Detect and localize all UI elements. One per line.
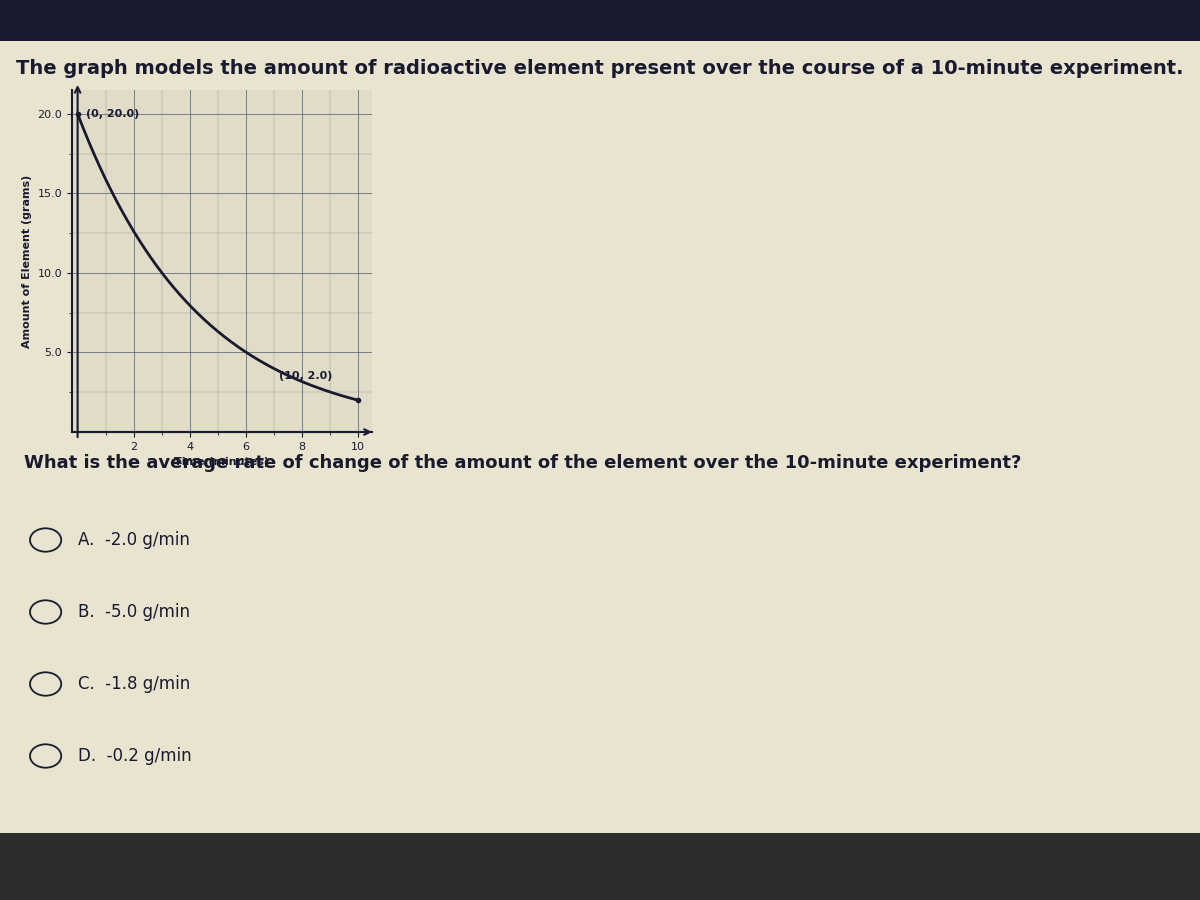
Text: What is the average rate of change of the amount of the element over the 10-minu: What is the average rate of change of th… xyxy=(24,454,1021,472)
Text: C.  -1.8 g/min: C. -1.8 g/min xyxy=(78,675,191,693)
Text: (0, 20.0): (0, 20.0) xyxy=(86,109,139,119)
Text: B.  -5.0 g/min: B. -5.0 g/min xyxy=(78,603,190,621)
Text: The graph models the amount of radioactive element present over the course of a : The graph models the amount of radioacti… xyxy=(17,58,1183,77)
X-axis label: Time (minutes): Time (minutes) xyxy=(174,457,270,467)
Text: (10, 2.0): (10, 2.0) xyxy=(280,371,332,381)
Y-axis label: Amount of Element (grams): Amount of Element (grams) xyxy=(22,175,32,347)
Text: D.  -0.2 g/min: D. -0.2 g/min xyxy=(78,747,192,765)
Text: A.  -2.0 g/min: A. -2.0 g/min xyxy=(78,531,190,549)
